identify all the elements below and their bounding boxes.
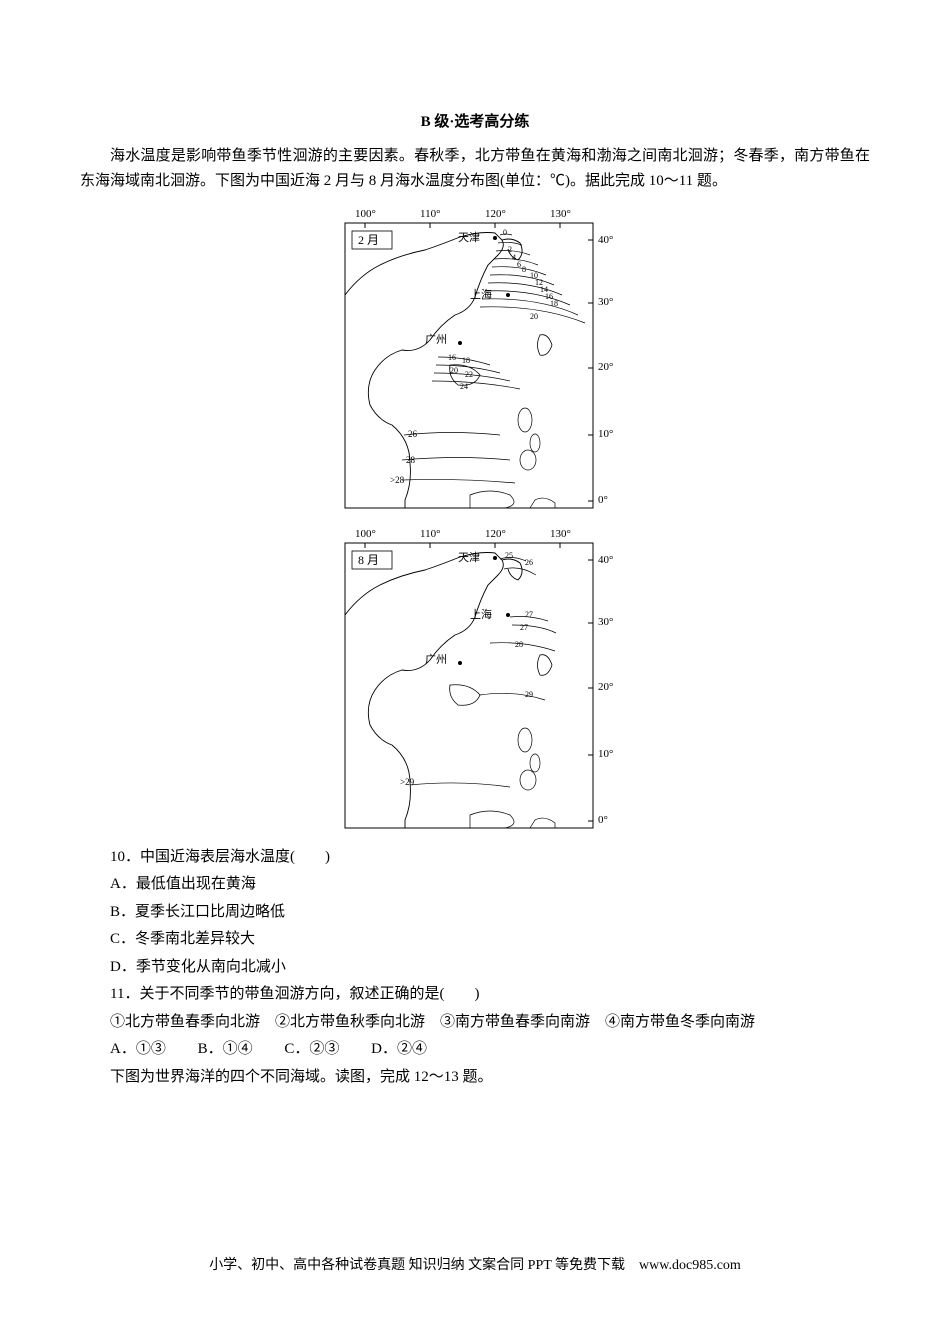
next-intro: 下图为世界海洋的四个不同海域。读图，完成 12～13 题。: [80, 1065, 870, 1091]
svg-text:20°: 20°: [598, 681, 613, 693]
svg-text:6: 6: [517, 260, 521, 269]
lat-label: 40°: [598, 234, 613, 246]
svg-text:16: 16: [448, 353, 456, 362]
svg-text:0°: 0°: [598, 814, 608, 826]
svg-text:110°: 110°: [420, 528, 441, 540]
svg-text:29: 29: [525, 690, 533, 699]
svg-text:27: 27: [525, 610, 533, 619]
svg-text:20: 20: [530, 312, 538, 321]
svg-text:24: 24: [460, 382, 468, 391]
map-february: 100° 110° 120° 130° 40° 30° 20° 10° 0°: [80, 205, 870, 515]
svg-text:25: 25: [505, 551, 513, 560]
q11-options: A．①③ B．①④ C．②③ D．②④: [80, 1037, 870, 1063]
isotherms-south: [402, 357, 520, 483]
svg-text:27: 27: [520, 623, 528, 632]
lat-label: 0°: [598, 494, 608, 506]
svg-text:20: 20: [450, 366, 458, 375]
svg-text:广州: 广州: [425, 653, 447, 666]
svg-text:100°: 100°: [355, 528, 376, 540]
lon-label: 120°: [485, 208, 506, 220]
map-frame: [345, 223, 593, 508]
map-feb-svg: 100° 110° 120° 130° 40° 30° 20° 10° 0°: [330, 205, 620, 515]
intro-paragraph: 海水温度是影响带鱼季节性洄游的主要因素。春秋季，北方带鱼在黄海和渤海之间南北洄游…: [80, 144, 870, 195]
svg-text:4: 4: [512, 253, 516, 262]
page-footer: 小学、初中、高中各种试卷真题 知识归纳 文案合同 PPT 等免费下载 www.d…: [0, 1254, 950, 1274]
taiwan-island: [538, 334, 553, 355]
svg-text:30°: 30°: [598, 616, 613, 628]
map-august: 100° 110° 120° 130° 40° 30° 20° 10° 0°: [80, 525, 870, 835]
svg-text:10°: 10°: [598, 748, 613, 760]
svg-text:28: 28: [406, 455, 416, 465]
svg-text:26: 26: [525, 558, 533, 567]
svg-text:>28: >28: [390, 475, 405, 485]
svg-text:130°: 130°: [550, 528, 571, 540]
q11-opt-b: B．①④: [198, 1041, 253, 1057]
q10-opt-c: C．冬季南北差异较大: [80, 927, 870, 953]
svg-text:>29: >29: [400, 777, 415, 787]
city-tianjin: 天津: [458, 231, 480, 244]
q11-stem: 11．关于不同季节的带鱼洄游方向，叙述正确的是( ): [80, 982, 870, 1008]
q11-opt-c: C．②③: [284, 1041, 339, 1057]
svg-text:0: 0: [503, 228, 507, 237]
city-guangzhou: 广州: [425, 333, 447, 346]
svg-text:18: 18: [550, 299, 558, 308]
q10-opt-b: B．夏季长江口比周边略低: [80, 900, 870, 926]
lon-label: 130°: [550, 208, 571, 220]
q11-circled: ①北方带鱼春季向北游 ②北方带鱼秋季向北游 ③南方带鱼春季向南游 ④南方带鱼冬季…: [80, 1010, 870, 1036]
svg-text:40°: 40°: [598, 554, 613, 566]
month-label: 2 月: [358, 233, 379, 247]
q11-opt-d: D．②④: [371, 1041, 427, 1057]
lat-label: 30°: [598, 296, 613, 308]
map-aug-svg: 100° 110° 120° 130° 40° 30° 20° 10° 0°: [330, 525, 620, 835]
coastline: [345, 232, 503, 508]
q11-opt-a: A．①③: [110, 1041, 166, 1057]
lat-label: 20°: [598, 361, 613, 373]
svg-text:28: 28: [515, 640, 523, 649]
page-content: B 级·选考高分练 海水温度是影响带鱼季节性洄游的主要因素。春秋季，北方带鱼在黄…: [0, 0, 950, 1090]
svg-text:上海: 上海: [470, 607, 492, 621]
svg-text:26: 26: [408, 429, 418, 439]
svg-text:18: 18: [462, 356, 470, 365]
lat-label: 10°: [598, 428, 613, 440]
q10-opt-d: D．季节变化从南向北减小: [80, 955, 870, 981]
q10-stem: 10．中国近海表层海水温度( ): [80, 845, 870, 871]
q10-opt-a: A．最低值出现在黄海: [80, 872, 870, 898]
lon-label: 100°: [355, 208, 376, 220]
svg-text:8: 8: [522, 265, 526, 274]
lon-label: 110°: [420, 208, 441, 220]
svg-text:天津: 天津: [458, 551, 480, 564]
svg-text:22: 22: [465, 370, 473, 379]
svg-text:120°: 120°: [485, 528, 506, 540]
section-title: B 级·选考高分练: [80, 110, 870, 136]
month-label: 8 月: [358, 553, 379, 567]
